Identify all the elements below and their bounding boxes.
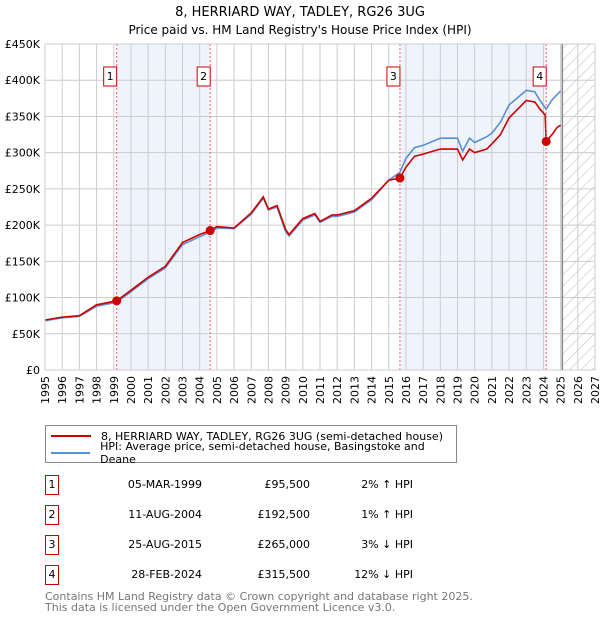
legend-swatch-red — [51, 435, 91, 437]
x-tick-label: 2005 — [211, 376, 224, 404]
sale-label-box — [386, 66, 401, 87]
x-tick-label: 2000 — [125, 376, 138, 404]
sale-number: 4 — [45, 565, 59, 585]
x-tick-label: 2023 — [520, 376, 533, 404]
x-tick-label: 1995 — [39, 376, 52, 404]
x-tick-label: 2003 — [177, 376, 190, 404]
y-tick-label: £300K — [5, 147, 41, 160]
sale-point — [205, 226, 215, 236]
plot-frame — [44, 43, 596, 371]
x-tick-label: 2016 — [400, 376, 413, 404]
sale-point — [541, 136, 551, 146]
sale-price: £265,000 — [257, 538, 311, 551]
legend-label: HPI: Average price, semi-detached house,… — [100, 440, 425, 466]
chart-subtitle: Price paid vs. HM Land Registry's House … — [128, 23, 471, 37]
shaded-period — [399, 44, 547, 370]
y-tick-label: £50K — [12, 328, 41, 341]
x-tick-label: 2002 — [159, 376, 172, 404]
sale-point — [112, 296, 122, 306]
y-tick-label: £450K — [5, 38, 41, 51]
x-tick-label: 2011 — [314, 376, 327, 404]
x-tick-label: 2019 — [452, 376, 465, 404]
legend-item-hpi: HPI: Average price, semi-detached house,… — [46, 440, 456, 466]
sale-point — [395, 173, 405, 183]
x-tick-label: 2014 — [366, 376, 379, 404]
shaded-period — [116, 44, 211, 370]
x-tick-label: 2022 — [503, 376, 516, 404]
x-tick-label: 2021 — [486, 376, 499, 404]
sale-row: 2 11-AUG-2004 £192,500 1% ↑ HPI — [45, 505, 413, 525]
hpi-line — [44, 89, 562, 322]
x-tick-label: 2006 — [228, 376, 241, 404]
sale-date: 05-MAR-1999 — [127, 478, 202, 491]
sale-label-number: 1 — [107, 70, 114, 83]
x-tick-label: 2010 — [297, 376, 310, 404]
sale-date: 25-AUG-2015 — [128, 538, 202, 551]
legend-label: 8, HERRIARD WAY, TADLEY, RG26 3UG (semi-… — [101, 429, 443, 443]
x-tick-label: 2008 — [262, 376, 275, 404]
footer-line-1: Contains HM Land Registry data © Crown c… — [45, 590, 473, 603]
sale-number: 3 — [45, 535, 59, 555]
y-tick-label: £100K — [5, 292, 41, 305]
x-tick-label: 2001 — [142, 376, 155, 404]
y-tick-label: £250K — [5, 183, 41, 196]
x-tick-label: 2017 — [417, 376, 430, 404]
y-tick-label: £150K — [5, 255, 41, 268]
x-tick-label: 2024 — [537, 376, 550, 404]
sale-hpi-diff: 1% ↑ HPI — [361, 508, 413, 521]
sale-label-number: 4 — [536, 70, 543, 83]
y-tick-label: £200K — [5, 219, 41, 232]
x-tick-label: 2012 — [331, 376, 344, 404]
property-price-line — [44, 99, 562, 321]
sale-price: £95,500 — [264, 478, 311, 491]
x-tick-label: 2013 — [348, 376, 361, 404]
sale-row: 1 05-MAR-1999 £95,500 2% ↑ HPI — [45, 475, 413, 495]
x-tick-label: 1999 — [108, 376, 121, 404]
price-chart: 8, HERRIARD WAY, TADLEY, RG26 3UG Price … — [5, 5, 600, 404]
sale-number: 2 — [45, 505, 59, 525]
x-tick-label: 1996 — [56, 376, 69, 404]
sale-hpi-diff: 12% ↓ HPI — [354, 568, 413, 581]
x-tick-label: 2027 — [589, 376, 600, 404]
sale-price: £192,500 — [257, 508, 311, 521]
y-tick-label: £350K — [5, 110, 41, 123]
x-tick-label: 2026 — [572, 376, 585, 404]
x-tick-label: 2018 — [434, 376, 447, 404]
sale-label-box — [196, 66, 211, 87]
sale-row: 4 28-FEB-2024 £315,500 12% ↓ HPI — [45, 565, 413, 585]
sale-date: 11-AUG-2004 — [128, 508, 202, 521]
x-tick-label: 2009 — [280, 376, 293, 404]
x-tick-label: 1997 — [73, 376, 86, 404]
sale-price: £315,500 — [257, 568, 311, 581]
chart-legend: 8, HERRIARD WAY, TADLEY, RG26 3UG (semi-… — [45, 425, 457, 466]
legend-swatch-blue — [51, 452, 91, 454]
footer: Contains HM Land Registry data © Crown c… — [45, 591, 473, 613]
x-tick-label: 2007 — [245, 376, 258, 404]
footer-line-2: This data is licensed under the Open Gov… — [45, 601, 396, 614]
x-tick-label: 1998 — [91, 376, 104, 404]
x-tick-label: 2004 — [194, 376, 207, 404]
chart-title: 8, HERRIARD WAY, TADLEY, RG26 3UG — [175, 5, 425, 20]
y-tick-label: £0 — [26, 364, 40, 377]
sale-label-box — [103, 66, 118, 87]
sale-row: 3 25-AUG-2015 £265,000 3% ↓ HPI — [45, 535, 413, 555]
sale-date: 28-FEB-2024 — [131, 568, 202, 581]
sale-label-box — [532, 66, 547, 87]
legend-item-property: 8, HERRIARD WAY, TADLEY, RG26 3UG (semi-… — [46, 428, 443, 444]
sale-hpi-diff: 2% ↑ HPI — [361, 478, 413, 491]
sale-label-number: 2 — [200, 70, 207, 83]
x-tick-label: 2015 — [383, 376, 396, 404]
forecast-hatch — [562, 44, 595, 370]
x-tick-label: 2020 — [469, 376, 482, 404]
y-tick-label: £400K — [5, 74, 41, 87]
sale-hpi-diff: 3% ↓ HPI — [361, 538, 413, 551]
x-tick-label: 2025 — [555, 376, 568, 404]
sale-number: 1 — [45, 475, 59, 495]
sale-label-number: 3 — [390, 70, 397, 83]
